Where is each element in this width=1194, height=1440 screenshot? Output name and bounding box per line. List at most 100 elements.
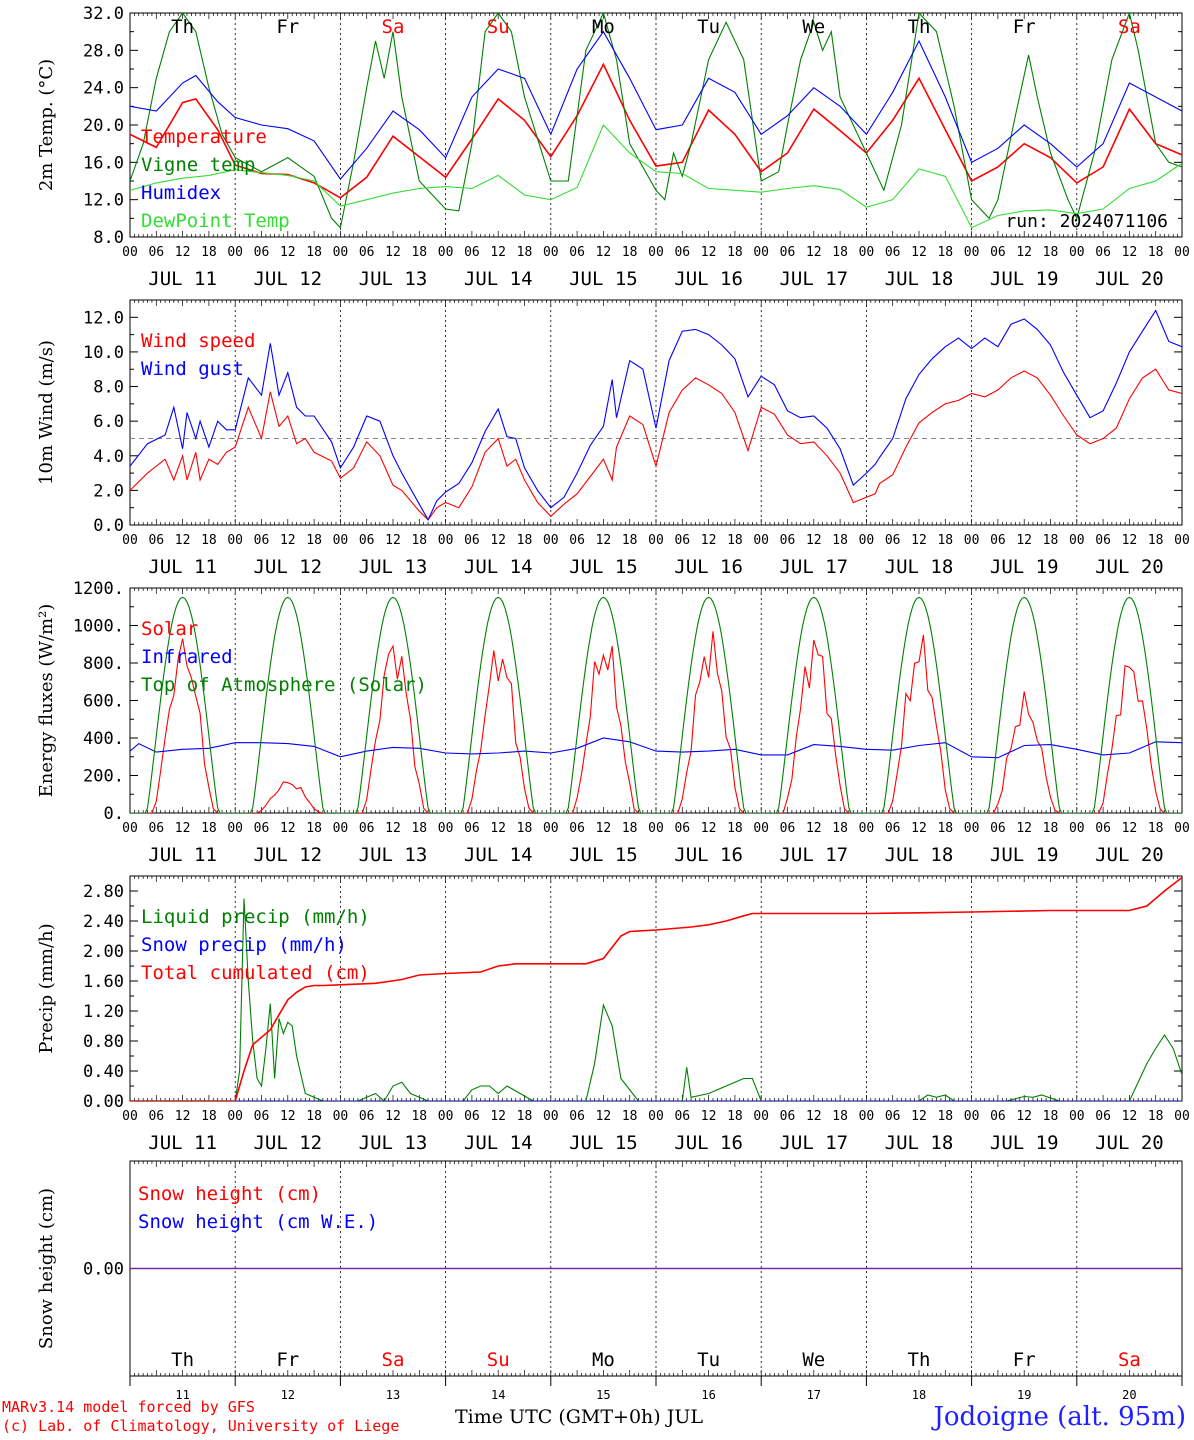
hour-label: 00 bbox=[753, 821, 769, 836]
hour-label: 12 bbox=[596, 1109, 612, 1124]
series-line-vigne-temp bbox=[130, 13, 1182, 229]
weekday-label-top: Fr bbox=[1013, 16, 1036, 38]
hour-label: 00 bbox=[859, 245, 875, 260]
hour-label: 12 bbox=[280, 245, 296, 260]
date-label: JUL 19 bbox=[990, 844, 1059, 866]
hour-label: 12 bbox=[175, 245, 191, 260]
hour-label: 00 bbox=[753, 1109, 769, 1124]
hour-label: 00 bbox=[122, 821, 138, 836]
date-label: JUL 20 bbox=[1095, 844, 1164, 866]
hour-label: 18 bbox=[1043, 821, 1059, 836]
hour-label: 06 bbox=[359, 1109, 375, 1124]
hour-label: 06 bbox=[674, 245, 690, 260]
hour-label: 06 bbox=[885, 245, 901, 260]
hour-label: 06 bbox=[254, 821, 270, 836]
date-label: JUL 17 bbox=[779, 844, 848, 866]
hour-label: 00 bbox=[543, 245, 559, 260]
date-label: JUL 16 bbox=[674, 268, 743, 290]
weekday-label-top: Mo bbox=[592, 16, 615, 38]
hour-label: 12 bbox=[806, 245, 822, 260]
hour-label: 06 bbox=[674, 533, 690, 548]
y-tick-label: 0.00 bbox=[83, 1092, 124, 1112]
hour-label: 06 bbox=[464, 1109, 480, 1124]
run-label: run: 2024071106 bbox=[1005, 211, 1168, 232]
y-tick-label: 2.0 bbox=[93, 481, 124, 501]
hour-label: 12 bbox=[385, 245, 401, 260]
hour-label: 06 bbox=[990, 1109, 1006, 1124]
hour-label: 06 bbox=[990, 533, 1006, 548]
date-label: JUL 14 bbox=[464, 844, 533, 866]
hour-label: 12 bbox=[1016, 1109, 1032, 1124]
date-label: JUL 12 bbox=[253, 268, 322, 290]
date-label: JUL 11 bbox=[148, 268, 217, 290]
hour-label: 00 bbox=[333, 245, 349, 260]
chart-panel-3: 0. 200. 400. 600. 800. 1000. 1200. Energy fluxe… bbox=[36, 579, 1190, 866]
date-label: JUL 19 bbox=[990, 268, 1059, 290]
hour-label: 18 bbox=[622, 821, 638, 836]
hour-label: 06 bbox=[569, 245, 585, 260]
weekday-label-bottom: Sa bbox=[1118, 1349, 1141, 1371]
hour-label: 00 bbox=[1174, 533, 1190, 548]
weekday-label-top: Su bbox=[487, 16, 510, 38]
y-axis-title: 2m Temp. (°C) bbox=[36, 59, 57, 191]
date-label: JUL 16 bbox=[674, 556, 743, 578]
hour-label: 12 bbox=[1122, 1109, 1138, 1124]
hour-label: 06 bbox=[1095, 533, 1111, 548]
hour-label: 18 bbox=[832, 821, 848, 836]
hour-label: 00 bbox=[438, 821, 454, 836]
legend-wind-speed: Wind speed bbox=[141, 330, 255, 352]
hour-label: 06 bbox=[1095, 821, 1111, 836]
hour-label: 12 bbox=[911, 533, 927, 548]
series-line-dewpoint-temp bbox=[130, 124, 1182, 229]
hour-label: 18 bbox=[832, 245, 848, 260]
hour-label: 18 bbox=[411, 1109, 427, 1124]
hour-label: 18 bbox=[306, 533, 322, 548]
hour-label: 18 bbox=[937, 245, 953, 260]
weekday-label-top: Sa bbox=[382, 16, 405, 38]
hour-label: 12 bbox=[490, 1109, 506, 1124]
hour-label: 00 bbox=[333, 821, 349, 836]
y-axis-title: Snow height (cm) bbox=[36, 1188, 57, 1349]
hour-label: 00 bbox=[648, 245, 664, 260]
hour-label: 06 bbox=[1095, 245, 1111, 260]
hour-label: 00 bbox=[122, 1109, 138, 1124]
date-label: JUL 13 bbox=[359, 556, 428, 578]
hour-label: 06 bbox=[254, 245, 270, 260]
hour-label: 06 bbox=[990, 821, 1006, 836]
hour-label: 06 bbox=[464, 821, 480, 836]
hour-label: 12 bbox=[596, 245, 612, 260]
hour-label: 00 bbox=[1174, 821, 1190, 836]
legend-snow-height-cm-w-e: Snow height (cm W.E.) bbox=[138, 1211, 378, 1233]
hour-label: 12 bbox=[385, 1109, 401, 1124]
hour-label: 12 bbox=[1016, 533, 1032, 548]
date-label: JUL 17 bbox=[779, 556, 848, 578]
hour-label: 06 bbox=[148, 533, 164, 548]
hour-label: 00 bbox=[227, 1109, 243, 1124]
hour-label: 18 bbox=[1148, 1109, 1164, 1124]
hour-label: 12 bbox=[701, 245, 717, 260]
date-label: JUL 15 bbox=[569, 556, 638, 578]
hour-label: 18 bbox=[832, 533, 848, 548]
hour-label: 00 bbox=[648, 821, 664, 836]
hour-label: 00 bbox=[964, 533, 980, 548]
station-name: Jodoigne (alt. 95m) bbox=[933, 1402, 1186, 1432]
y-tick-label: 12.0 bbox=[83, 191, 124, 211]
date-label: JUL 19 bbox=[990, 1132, 1059, 1154]
date-label: JUL 17 bbox=[779, 268, 848, 290]
day-number: 12 bbox=[281, 1388, 295, 1402]
hour-label: 06 bbox=[780, 821, 796, 836]
hour-label: 00 bbox=[1069, 821, 1085, 836]
hour-label: 18 bbox=[727, 1109, 743, 1124]
legend-liquid-precip-mm-h: Liquid precip (mm/h) bbox=[141, 906, 370, 928]
weekday-label-bottom: Sa bbox=[382, 1349, 405, 1371]
day-number: 11 bbox=[175, 1388, 189, 1402]
hour-label: 12 bbox=[175, 821, 191, 836]
day-number: 17 bbox=[807, 1388, 821, 1402]
date-label: JUL 20 bbox=[1095, 556, 1164, 578]
hour-label: 12 bbox=[911, 245, 927, 260]
hour-label: 18 bbox=[411, 245, 427, 260]
date-label: JUL 14 bbox=[464, 1132, 533, 1154]
date-label: JUL 18 bbox=[885, 1132, 954, 1154]
hour-label: 00 bbox=[1174, 245, 1190, 260]
